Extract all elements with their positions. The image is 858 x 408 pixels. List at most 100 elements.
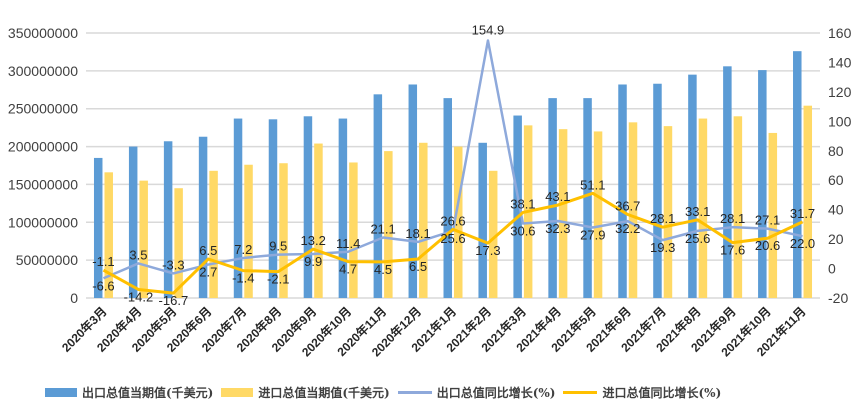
export-value-bar [618,84,627,298]
legend-swatch-import-value [221,387,254,397]
import-value-bar [209,170,218,298]
left-axis-tick-label: 50000000 [16,252,79,268]
export-yoy-data-label: 3.5 [129,247,147,262]
left-axis-tick-label: 150000000 [8,176,78,192]
import-value-bar [454,146,463,298]
right-axis-ticks: -20 0 20 40 60 80 100 120 140 160 [828,25,852,306]
lines [102,39,804,295]
import-yoy-data-label: -2.1 [267,272,289,287]
export-yoy-data-label: -6.6 [92,278,114,293]
export-yoy-data-label: 30.6 [510,224,535,239]
import-value-bar [558,129,568,298]
import-yoy-data-label: 38.1 [510,196,535,211]
export-value-bar [303,116,313,299]
export-yoy-data-label: 25.6 [440,231,465,246]
legend-swatch-import-yoy [563,390,598,394]
left-axis-ticks: 0 50000000 100000000 150000000 200000000 2500… [8,25,78,306]
export-yoy-data-label: 22.0 [790,236,815,251]
export-value-bar [478,142,487,298]
import-value-bar [314,143,323,298]
right-axis-tick-label: -20 [828,290,848,306]
export-value-bar [93,157,103,298]
export-yoy-data-label: 25.6 [685,231,710,246]
import-value-bar [174,188,183,298]
export-value-bar [128,146,138,298]
export-value-bar [408,84,418,298]
import-value-bar [104,172,113,298]
legend-label-import-value: 进口总值当期值(千美元) [258,385,390,400]
import-yoy-data-label: 6.5 [199,243,217,258]
import-yoy-data-label: 43.1 [545,189,570,204]
import-yoy-data-label: -16.7 [159,293,189,308]
export-value-bar [163,141,173,298]
export-yoy-data-label: 154.9 [472,23,505,38]
export-yoy-data-label: 19.3 [650,240,675,255]
right-axis-tick-label: 20 [828,231,844,247]
import-value-bar [384,151,393,298]
export-value-bar [583,98,592,298]
legend: 出口总值当期值(千美元) 进口总值当期值(千美元) 出口总值同比增长(%) 进口… [45,380,845,404]
export-value-bar [268,119,278,298]
legend-swatch-export-yoy [397,390,432,394]
x-axis-ticks: 2020年3月2020年4月2020年5月2020年6月2020年7月2020年… [58,304,808,360]
import-value-bar [139,180,148,298]
right-axis-tick-label: 140 [828,54,852,70]
legend-label-import-yoy: 进口总值同比增长(%) [602,385,722,400]
export-yoy-data-label: 32.3 [545,221,570,236]
import-value-bar [593,131,603,298]
import-yoy-data-label: 6.5 [409,259,427,274]
right-axis-tick-label: 100 [828,113,852,129]
legend-item-import-yoy: 进口总值同比增长(%) [563,384,721,401]
import-yoy-data-label: 17.6 [720,243,745,258]
import-yoy-data-label: 17.3 [475,243,500,258]
right-axis-tick-label: 0 [828,261,836,277]
import-yoy-data-label: -1.1 [92,254,114,269]
export-yoy-data-label: 9.5 [269,239,287,254]
import-yoy-data-label: -1.4 [232,271,254,286]
right-axis-tick-label: 60 [828,172,844,188]
left-axis-tick-label: 300000000 [8,63,78,79]
export-yoy-data-label: 27.9 [580,227,605,242]
left-axis-tick-label: 100000000 [8,214,78,230]
bars [93,51,813,299]
right-axis-tick-label: 120 [828,84,852,100]
import-yoy-data-label: 36.7 [615,199,640,214]
export-value-bar [198,136,208,298]
legend-label-export-yoy: 出口总值同比增长(%) [436,385,556,400]
import-yoy-data-label: 4.5 [374,262,392,277]
import-value-bar [733,116,743,299]
import-yoy-data-label: 31.7 [790,206,815,221]
export-yoy-data-label: 21.1 [370,221,395,236]
legend-item-import-value: 进口总值当期值(千美元) [221,384,390,401]
left-axis-tick-label: 0 [70,290,78,306]
import-yoy-data-label: 28.1 [650,211,675,226]
export-yoy-data-label: 27.1 [755,213,780,228]
export-yoy-data-label: 9.9 [304,254,322,269]
import-yoy-line [102,191,804,295]
import-yoy-data-label: 20.6 [755,238,780,253]
export-yoy-data-label: 7.2 [234,242,252,257]
left-axis-tick-label: 350000000 [8,25,78,41]
import-yoy-data-label: -14.2 [124,289,154,304]
import-value-bar [698,118,708,298]
import-yoy-data-label: 13.2 [301,233,326,248]
export-yoy-data-label: 18.1 [405,226,430,241]
import-value-bar [279,163,288,298]
import-yoy-data-label: 4.7 [339,262,357,277]
import-yoy-data-label: 33.1 [685,204,710,219]
export-yoy-data-label: -3.3 [162,257,184,272]
import-value-bar [488,170,498,298]
export-yoy-data-label: 2.7 [199,265,217,280]
export-value-bar [758,70,767,298]
import-value-bar [803,105,813,298]
export-value-bar [338,118,348,298]
right-axis-tick-label: 40 [828,202,844,218]
export-yoy-data-label: 11.4 [336,236,360,251]
import-value-bar [419,142,428,298]
export-value-bar [688,74,697,299]
export-yoy-data-label: 28.1 [720,211,745,226]
import-value-bar [244,164,253,298]
export-value-bar [723,66,732,298]
export-value-bar [373,94,383,298]
export-value-bar [548,98,557,298]
